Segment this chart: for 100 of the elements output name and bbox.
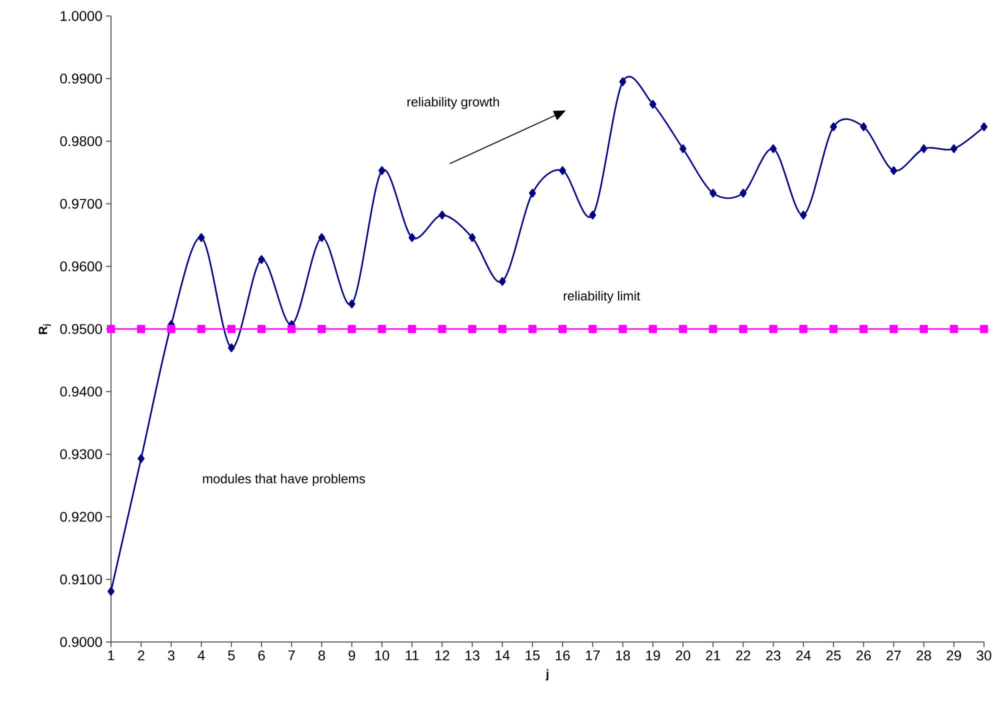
point [227,324,236,334]
point [559,166,566,176]
y-tick-label: 0.9200 [60,512,102,522]
x-tick-label: 6 [258,650,265,660]
y-tick-label: 0.9400 [60,386,102,397]
point [588,324,597,334]
point [950,324,958,334]
y-tick-label: 0.9100 [60,574,102,584]
point [498,277,506,286]
point [378,166,386,176]
y-tick-label: 0.9000 [60,637,102,647]
point [528,188,536,198]
point [710,188,717,198]
x-tick-label: 23 [766,650,780,660]
y-tick-label: 1.0000 [60,11,102,21]
point [138,454,145,463]
point [198,233,205,242]
x-tick-label: 29 [946,650,962,660]
point [348,300,356,308]
annotation: reliability limit [564,291,640,304]
point [558,324,567,334]
point [679,144,686,154]
x-tick-label: 2 [138,650,144,660]
point [890,324,898,334]
text: R$_{j}$ [38,324,51,334]
x-tick-label: 10 [375,650,390,660]
point [108,586,114,596]
point [950,144,958,154]
x-tick-label: 8 [318,650,326,660]
point [348,324,356,334]
y-tick-label: 0.9900 [60,74,102,84]
x-tick-label: 25 [826,650,841,660]
point [468,324,476,334]
point [137,324,146,334]
y-tick-label: 0.9800 [60,136,102,146]
point [708,324,718,334]
point [257,324,266,334]
x-tick-label: 4 [198,650,205,660]
x-tick-label: 21 [706,650,720,660]
point [648,324,657,334]
point [228,343,235,352]
point [258,255,266,264]
x-tick-label: 27 [886,650,901,660]
x-tick-label: 1 [108,650,114,660]
point [678,324,688,334]
point [468,233,476,242]
point [167,324,176,334]
y-tick-label: 0.9500 [60,324,102,334]
point [980,122,988,132]
point [106,324,116,334]
x-tick-label: 13 [466,650,480,660]
x-tick-label: 30 [976,650,992,660]
point [800,210,807,220]
x-tick-label: 20 [676,650,690,660]
point [920,324,928,334]
point [318,233,326,242]
y-tick-label: 0.9300 [60,449,102,460]
x-tick-label: 16 [556,650,570,660]
x-tick-label: 9 [348,650,356,660]
point [197,324,206,334]
x-tick-label: 17 [586,650,600,660]
point [288,324,296,334]
x-tick-label: 11 [406,650,419,660]
y-tick-label: 0.9700 [60,198,102,209]
point [770,144,777,154]
x-tick-label: 26 [856,650,871,660]
point [739,324,748,334]
x-tick-label: 28 [916,650,931,660]
x-tick-label: 14 [496,650,510,660]
x-tick-label: 12 [435,650,450,660]
point [769,324,778,334]
point [438,210,446,220]
point [860,122,868,132]
x-tick-label: 18 [616,650,630,660]
point [619,77,626,86]
x-tick-label: 24 [796,650,811,660]
point [980,324,988,334]
point [589,210,596,220]
x-tick-label: 15 [526,650,540,660]
x-tick-label: 7 [288,650,295,660]
x-tick-label: 19 [646,650,660,660]
point [740,188,747,198]
x-axis-title: j [546,669,548,680]
point [618,324,627,334]
point [408,233,416,242]
x-tick-label: 22 [736,650,750,660]
x-tick-label: 3 [168,650,174,660]
point [378,324,386,334]
x-tick-label: 5 [228,650,235,660]
point [528,324,537,334]
annotation: modules that have problems [203,474,366,486]
point [920,144,928,154]
point [890,166,898,176]
point [318,324,326,334]
point [860,324,868,334]
point [438,324,446,334]
point [408,324,416,334]
point [799,324,808,334]
annotation: reliability growth [407,96,499,110]
point [829,324,838,334]
